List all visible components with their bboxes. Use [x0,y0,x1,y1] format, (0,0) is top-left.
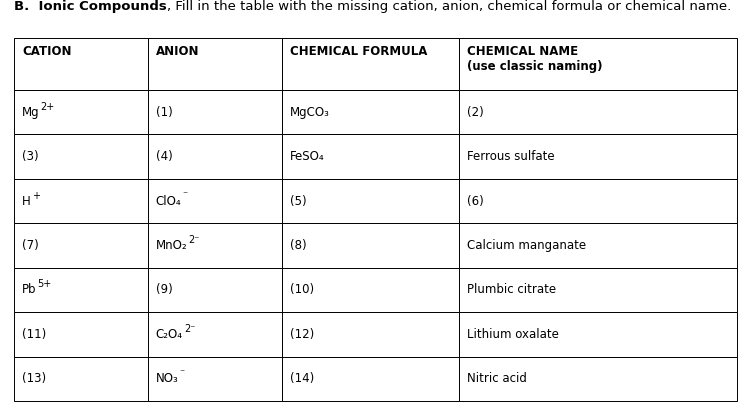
Text: (11): (11) [22,328,47,341]
Bar [282,90,459,134]
Text: (2): (2) [466,106,484,119]
Text: CHEMICAL FORMULA: CHEMICAL FORMULA [289,45,427,58]
Text: C₂O₄: C₂O₄ [155,328,182,341]
Bar [148,223,282,268]
Text: CHEMICAL NAME
(use classic naming): CHEMICAL NAME (use classic naming) [466,45,602,73]
Text: (13): (13) [22,372,46,385]
Bar [14,134,148,179]
Bar [148,134,282,179]
Text: ANION: ANION [155,45,199,58]
Bar [282,223,459,268]
Bar [459,356,737,401]
Text: Plumbic citrate: Plumbic citrate [466,283,556,297]
Text: MgCO₃: MgCO₃ [289,106,330,119]
Text: Pb: Pb [22,283,37,297]
Text: (9): (9) [155,283,173,297]
Text: Lithium oxalate: Lithium oxalate [466,328,559,341]
Text: Ferrous sulfate: Ferrous sulfate [466,150,554,163]
Text: ⁻: ⁻ [179,368,185,378]
Text: (6): (6) [466,195,484,208]
Bar [14,356,148,401]
Bar [459,38,737,90]
Text: 2+: 2+ [41,102,55,112]
Bar [459,90,737,134]
Bar [14,223,148,268]
Bar [148,90,282,134]
Text: MnO₂: MnO₂ [155,239,188,252]
Bar [14,312,148,356]
Bar [282,179,459,223]
Bar [14,268,148,312]
Text: 2⁻: 2⁻ [189,235,200,245]
Bar [14,179,148,223]
Text: (10): (10) [289,283,314,297]
Text: , Fill in the table with the missing cation, anion, chemical formula or chemical: , Fill in the table with the missing cat… [167,0,731,13]
Bar [148,38,282,90]
Text: (5): (5) [289,195,306,208]
Text: (4): (4) [155,150,173,163]
Bar [148,268,282,312]
Bar [282,38,459,90]
Bar [459,134,737,179]
Bar [14,90,148,134]
Bar [282,268,459,312]
Text: NO₃: NO₃ [155,372,179,385]
Text: Nitric acid: Nitric acid [466,372,526,385]
Bar [459,268,737,312]
Bar [459,223,737,268]
Text: (12): (12) [289,328,314,341]
Text: (14): (14) [289,372,314,385]
Text: 5+: 5+ [38,280,52,290]
Text: 2⁻: 2⁻ [184,324,195,334]
Text: ClO₄: ClO₄ [155,195,182,208]
Text: FeSO₄: FeSO₄ [289,150,324,163]
Text: CATION: CATION [22,45,71,58]
Bar [14,38,148,90]
Bar [148,312,282,356]
Bar [282,134,459,179]
Text: ⁻: ⁻ [182,190,188,201]
Text: Calcium manganate: Calcium manganate [466,239,586,252]
Bar [148,356,282,401]
Bar [459,179,737,223]
Text: H: H [22,195,31,208]
Text: (7): (7) [22,239,39,252]
Bar [282,356,459,401]
Bar [282,312,459,356]
Text: +: + [32,190,40,201]
Text: (3): (3) [22,150,38,163]
Text: Mg: Mg [22,106,40,119]
Bar [148,179,282,223]
Bar [459,312,737,356]
Text: (8): (8) [289,239,306,252]
Text: (1): (1) [155,106,173,119]
Text: B.  Ionic Compounds: B. Ionic Compounds [14,0,167,13]
